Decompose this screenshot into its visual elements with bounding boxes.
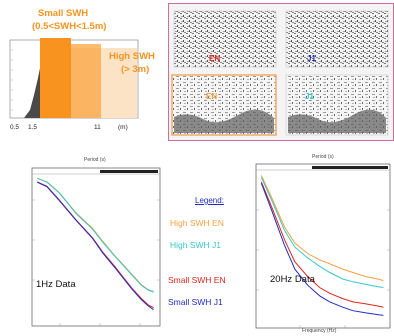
series-line-high-swh-en xyxy=(260,175,384,282)
map-j1-bottom-band xyxy=(288,109,386,133)
histogram-xunit: (m) xyxy=(118,124,128,131)
legend-title: Legend: xyxy=(195,196,224,205)
map-label-j1-bottom: J1 xyxy=(305,92,314,101)
series-line-small-swh-j1 xyxy=(260,183,384,316)
histogram-xtick-0-5: 0.5 xyxy=(10,124,20,131)
map-label-j1-top: J1 xyxy=(307,54,316,63)
legend-item-small-en: Small SWH EN xyxy=(168,275,226,285)
histogram-xtick-1-5: 1.5 xyxy=(28,124,38,131)
period-axis-label-20hz: Period (s) xyxy=(312,154,334,160)
map-j1-top xyxy=(285,10,389,68)
plot-frame-20hz xyxy=(255,163,391,329)
high-swh-label-line1: High SWH xyxy=(109,51,155,62)
map-en-top xyxy=(173,10,277,68)
small-swh-band-gradient xyxy=(71,44,101,118)
legend-item-high-j1: High SWH J1 xyxy=(170,240,222,250)
series-line-small-swh-j1 xyxy=(36,181,154,311)
map-en-bottom-band xyxy=(174,109,274,133)
period-axis-bar-20hz xyxy=(312,166,388,169)
high-swh-label-line2: (> 3m) xyxy=(121,64,150,75)
xlabel-20hz: Frequency (Hz) xyxy=(302,328,337,334)
series-line-small-swh-en xyxy=(260,181,384,308)
series-line-high-swh-j1 xyxy=(37,177,154,293)
period-axis-label-1hz: Period (s) xyxy=(84,157,106,163)
swh-histogram xyxy=(9,38,139,119)
spectrum-1hz-chart xyxy=(31,167,161,327)
distribution-shape xyxy=(24,68,40,118)
swh-histogram-panel xyxy=(0,0,165,138)
caption-1hz: 1Hz Data xyxy=(36,279,76,290)
plot-frame-1hz xyxy=(31,167,161,327)
period-axis-bar-1hz xyxy=(100,170,158,173)
map-label-en-bottom: EN xyxy=(206,92,218,101)
histogram-xtick-11: 11 xyxy=(94,124,101,131)
map-label-en-top: EN xyxy=(209,54,221,63)
spectrum-20hz-chart xyxy=(255,163,391,329)
series-line-high-swh-j1 xyxy=(260,177,384,288)
legend-item-high-en: High SWH EN xyxy=(170,218,224,228)
small-swh-band xyxy=(40,38,71,118)
caption-20hz: 20Hz Data xyxy=(270,274,315,285)
small-swh-label-line2: (0.5<SWH<1.5m) xyxy=(32,21,107,32)
maps-svg xyxy=(171,10,389,136)
legend-item-small-j1: Small SWH J1 xyxy=(168,297,223,307)
small-swh-label-line1: Small SWH xyxy=(38,8,89,19)
